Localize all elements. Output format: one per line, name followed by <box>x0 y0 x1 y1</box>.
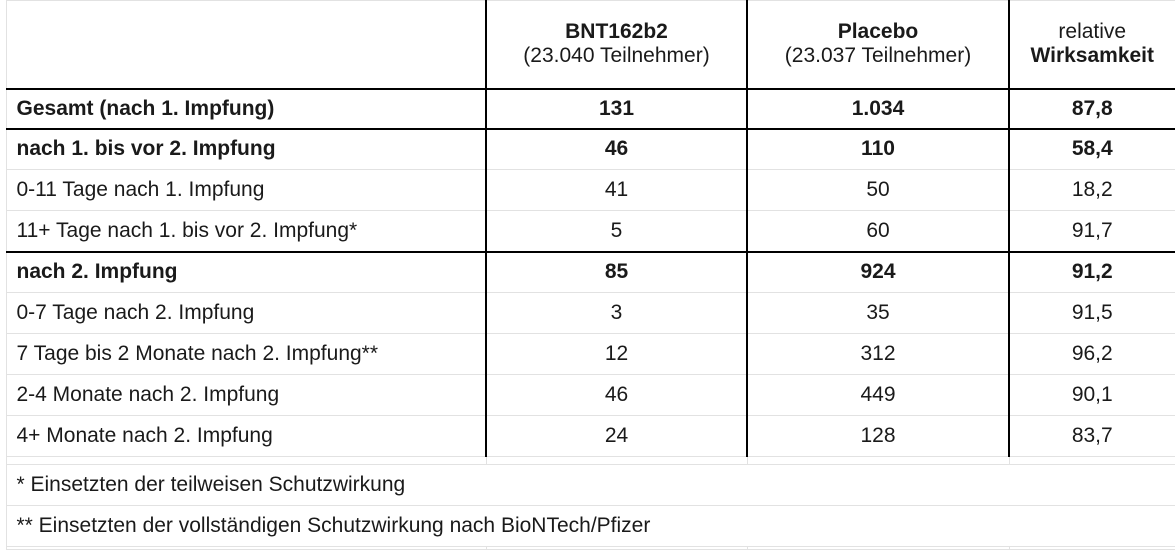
row-bnt-value: 85 <box>485 250 748 293</box>
row-placebo-value: 449 <box>746 374 1010 416</box>
spacer-row <box>0 456 1175 465</box>
row-bnt-value: 46 <box>485 127 748 170</box>
row-placebo-value: 110 <box>746 127 1010 170</box>
row-label: nach 2. Impfung <box>5 250 487 293</box>
row-efficacy-value: 96,2 <box>1008 333 1175 375</box>
row-efficacy-value: 18,2 <box>1008 169 1175 211</box>
table-row: 7 Tage bis 2 Monate nach 2. Impfung** 12… <box>0 333 1175 375</box>
header-efficacy-line2: Wirksamkeit <box>1030 44 1155 68</box>
row-label: 4+ Monate nach 2. Impfung <box>5 415 487 457</box>
table-row: 0-11 Tage nach 1. Impfung 41 50 18,2 <box>0 169 1175 211</box>
row-label: 11+ Tage nach 1. bis vor 2. Impfung* <box>5 210 487 252</box>
footnote-full-protection: ** Einsetzten der vollständigen Schutzwi… <box>5 505 1175 547</box>
row-efficacy-value: 91,2 <box>1008 250 1175 293</box>
header-row: BNT162b2 (23.040 Teilnehmer) Placebo (23… <box>0 0 1175 89</box>
footnote-row: * Einsetzten der teilweisen Schutzwirkun… <box>0 464 1175 506</box>
header-placebo: Placebo (23.037 Teilnehmer) <box>746 0 1010 89</box>
row-placebo-value: 50 <box>746 169 1010 211</box>
header-bnt162b2-name: BNT162b2 <box>565 20 668 44</box>
row-efficacy-value: 91,5 <box>1008 292 1175 334</box>
row-placebo-value: 1.034 <box>746 87 1010 129</box>
row-efficacy-value: 87,8 <box>1008 87 1175 129</box>
row-bnt-value: 5 <box>485 210 748 252</box>
bottom-spacer-row <box>0 546 1175 550</box>
row-bnt-value: 46 <box>485 374 748 416</box>
header-bnt162b2: BNT162b2 (23.040 Teilnehmer) <box>485 0 748 89</box>
row-bnt-value: 12 <box>485 333 748 375</box>
row-efficacy-value: 91,7 <box>1008 210 1175 252</box>
header-empty-cell <box>5 0 487 89</box>
footnote-partial-protection: * Einsetzten der teilweisen Schutzwirkun… <box>5 464 1175 506</box>
header-efficacy-line1: relative <box>1058 20 1127 44</box>
row-placebo-value: 128 <box>746 415 1010 457</box>
row-bnt-value: 3 <box>485 292 748 334</box>
header-bnt162b2-participants: (23.040 Teilnehmer) <box>523 44 710 68</box>
table-row: nach 2. Impfung 85 924 91,2 <box>0 250 1175 293</box>
row-efficacy-value: 58,4 <box>1008 127 1175 170</box>
row-placebo-value: 924 <box>746 250 1010 293</box>
table-row: nach 1. bis vor 2. Impfung 46 110 58,4 <box>0 127 1175 170</box>
row-label: nach 1. bis vor 2. Impfung <box>5 127 487 170</box>
footnote-row: ** Einsetzten der vollständigen Schutzwi… <box>0 505 1175 547</box>
header-placebo-participants: (23.037 Teilnehmer) <box>784 44 972 68</box>
header-placebo-name: Placebo <box>837 20 919 44</box>
row-bnt-value: 41 <box>485 169 748 211</box>
row-label: 0-11 Tage nach 1. Impfung <box>5 169 487 211</box>
row-placebo-value: 312 <box>746 333 1010 375</box>
table-row: 2-4 Monate nach 2. Impfung 46 449 90,1 <box>0 374 1175 416</box>
row-placebo-value: 35 <box>746 292 1010 334</box>
row-label: Gesamt (nach 1. Impfung) <box>5 87 487 129</box>
row-label: 0-7 Tage nach 2. Impfung <box>5 292 487 334</box>
row-label: 2-4 Monate nach 2. Impfung <box>5 374 487 416</box>
row-bnt-value: 24 <box>485 415 748 457</box>
row-efficacy-value: 90,1 <box>1008 374 1175 416</box>
header-efficacy: relative Wirksamkeit <box>1008 0 1175 89</box>
table-row: 0-7 Tage nach 2. Impfung 3 35 91,5 <box>0 292 1175 334</box>
table-row: Gesamt (nach 1. Impfung) 131 1.034 87,8 <box>0 87 1175 129</box>
table-row: 4+ Monate nach 2. Impfung 24 128 83,7 <box>0 415 1175 457</box>
row-placebo-value: 60 <box>746 210 1010 252</box>
row-bnt-value: 131 <box>485 87 748 129</box>
table-row: 11+ Tage nach 1. bis vor 2. Impfung* 5 6… <box>0 210 1175 252</box>
row-efficacy-value: 83,7 <box>1008 415 1175 457</box>
row-label: 7 Tage bis 2 Monate nach 2. Impfung** <box>5 333 487 375</box>
